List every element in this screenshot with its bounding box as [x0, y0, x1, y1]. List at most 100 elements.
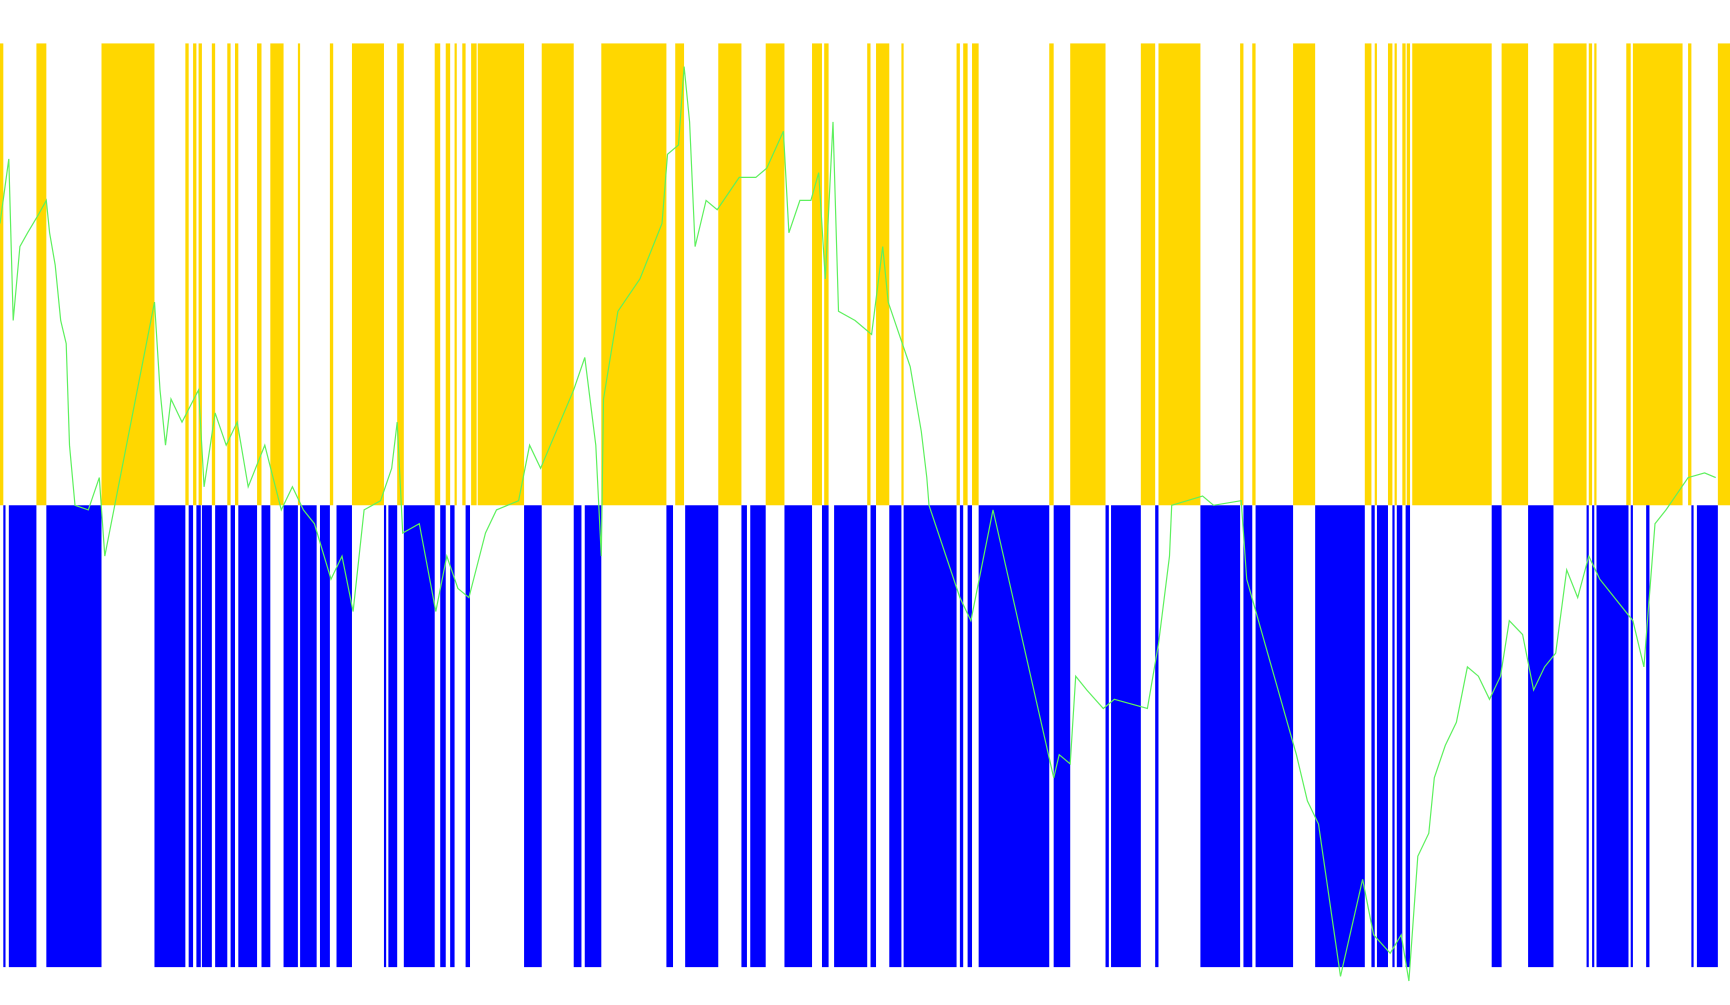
- up-bar: [185, 43, 189, 506]
- down-bar: [903, 505, 957, 968]
- down-bar: [261, 505, 271, 968]
- down-bar: [300, 505, 317, 968]
- up-bar: [1594, 43, 1597, 506]
- up-bar: [454, 43, 457, 506]
- up-bar: [675, 43, 685, 506]
- down-bar: [336, 505, 352, 968]
- down-bar: [959, 505, 964, 968]
- up-bar: [227, 43, 231, 506]
- down-bar: [889, 505, 902, 968]
- up-bar: [101, 43, 155, 506]
- up-bar: [211, 43, 216, 506]
- down-bar: [1691, 505, 1694, 968]
- up-bar: [1252, 43, 1256, 506]
- down-bar: [3, 505, 6, 968]
- up-bar: [235, 43, 239, 506]
- down-bar: [1696, 505, 1718, 968]
- up-bar: [1501, 43, 1529, 506]
- down-bar: [978, 505, 1050, 968]
- up-bar: [0, 43, 4, 506]
- up-bar: [1374, 43, 1377, 506]
- down-bar: [1111, 505, 1141, 968]
- up-bar: [257, 43, 262, 506]
- down-bar: [1586, 505, 1589, 968]
- up-bar: [329, 43, 334, 506]
- down-bar: [1053, 505, 1071, 968]
- down-bar: [967, 505, 973, 968]
- down-bar: [215, 505, 228, 968]
- up-bar: [198, 43, 202, 506]
- up-bar: [1387, 43, 1393, 506]
- down-bar: [1371, 505, 1375, 968]
- down-bar: [154, 505, 186, 968]
- down-bar: [870, 505, 877, 968]
- down-bar: [196, 505, 201, 968]
- down-bar: [573, 505, 582, 968]
- up-bar: [541, 43, 574, 506]
- down-bar: [1528, 505, 1554, 968]
- up-bar: [270, 43, 284, 506]
- up-bar: [718, 43, 742, 506]
- down-bar: [524, 505, 542, 968]
- down-bar: [1396, 505, 1403, 968]
- down-bar: [821, 505, 829, 968]
- down-bar: [388, 505, 398, 968]
- down-bar: [1243, 505, 1253, 968]
- up-bar: [1402, 43, 1406, 506]
- up-bar: [601, 43, 667, 506]
- up-bar: [1626, 43, 1631, 506]
- up-bar: [1158, 43, 1201, 506]
- down-bar: [403, 505, 435, 968]
- down-bar: [1491, 505, 1502, 968]
- up-bar: [297, 43, 301, 506]
- up-bar: [824, 43, 829, 506]
- down-bar: [1376, 505, 1388, 968]
- up-bar: [1240, 43, 1244, 506]
- up-bar: [193, 43, 197, 506]
- down-bar: [1105, 505, 1109, 968]
- up-bar: [471, 43, 477, 506]
- down-bar: [1646, 505, 1650, 968]
- up-bar: [972, 43, 979, 506]
- down-bar: [46, 505, 102, 968]
- price-line: [0, 66, 1716, 982]
- up-bar: [445, 43, 451, 506]
- down-bar: [1255, 505, 1294, 968]
- up-bar: [397, 43, 404, 506]
- up-bar: [1717, 43, 1730, 506]
- down-bar: [666, 505, 674, 968]
- up-bar: [867, 43, 871, 506]
- up-bar: [434, 43, 441, 506]
- down-bar: [440, 505, 446, 968]
- up-bar: [956, 43, 960, 506]
- up-bar: [462, 43, 466, 506]
- down-bar: [1155, 505, 1159, 968]
- down-bar: [283, 505, 298, 968]
- up-bar: [1070, 43, 1106, 506]
- up-bar: [351, 43, 384, 506]
- down-bar: [1405, 505, 1411, 968]
- down-bar: [1315, 505, 1365, 968]
- down-bar: [188, 505, 194, 968]
- down-bar: [465, 505, 471, 968]
- down-bar: [319, 505, 330, 968]
- up-bar: [1412, 43, 1492, 506]
- down-bar: [230, 505, 236, 968]
- up-bar: [1588, 43, 1593, 506]
- up-bar: [1364, 43, 1372, 506]
- up-bar: [1140, 43, 1156, 506]
- up-bar: [1688, 43, 1692, 506]
- up-bar: [1553, 43, 1587, 506]
- up-bar: [1293, 43, 1316, 506]
- down-bar: [741, 505, 747, 968]
- up-bar: [477, 43, 525, 506]
- up-bar: [1406, 43, 1411, 506]
- down-bar: [450, 505, 455, 968]
- down-bar: [584, 505, 602, 968]
- down-bar: [1630, 505, 1633, 968]
- up-bar: [876, 43, 890, 506]
- up-bar: [765, 43, 785, 506]
- up-bar: [1049, 43, 1054, 506]
- up-bar: [812, 43, 822, 506]
